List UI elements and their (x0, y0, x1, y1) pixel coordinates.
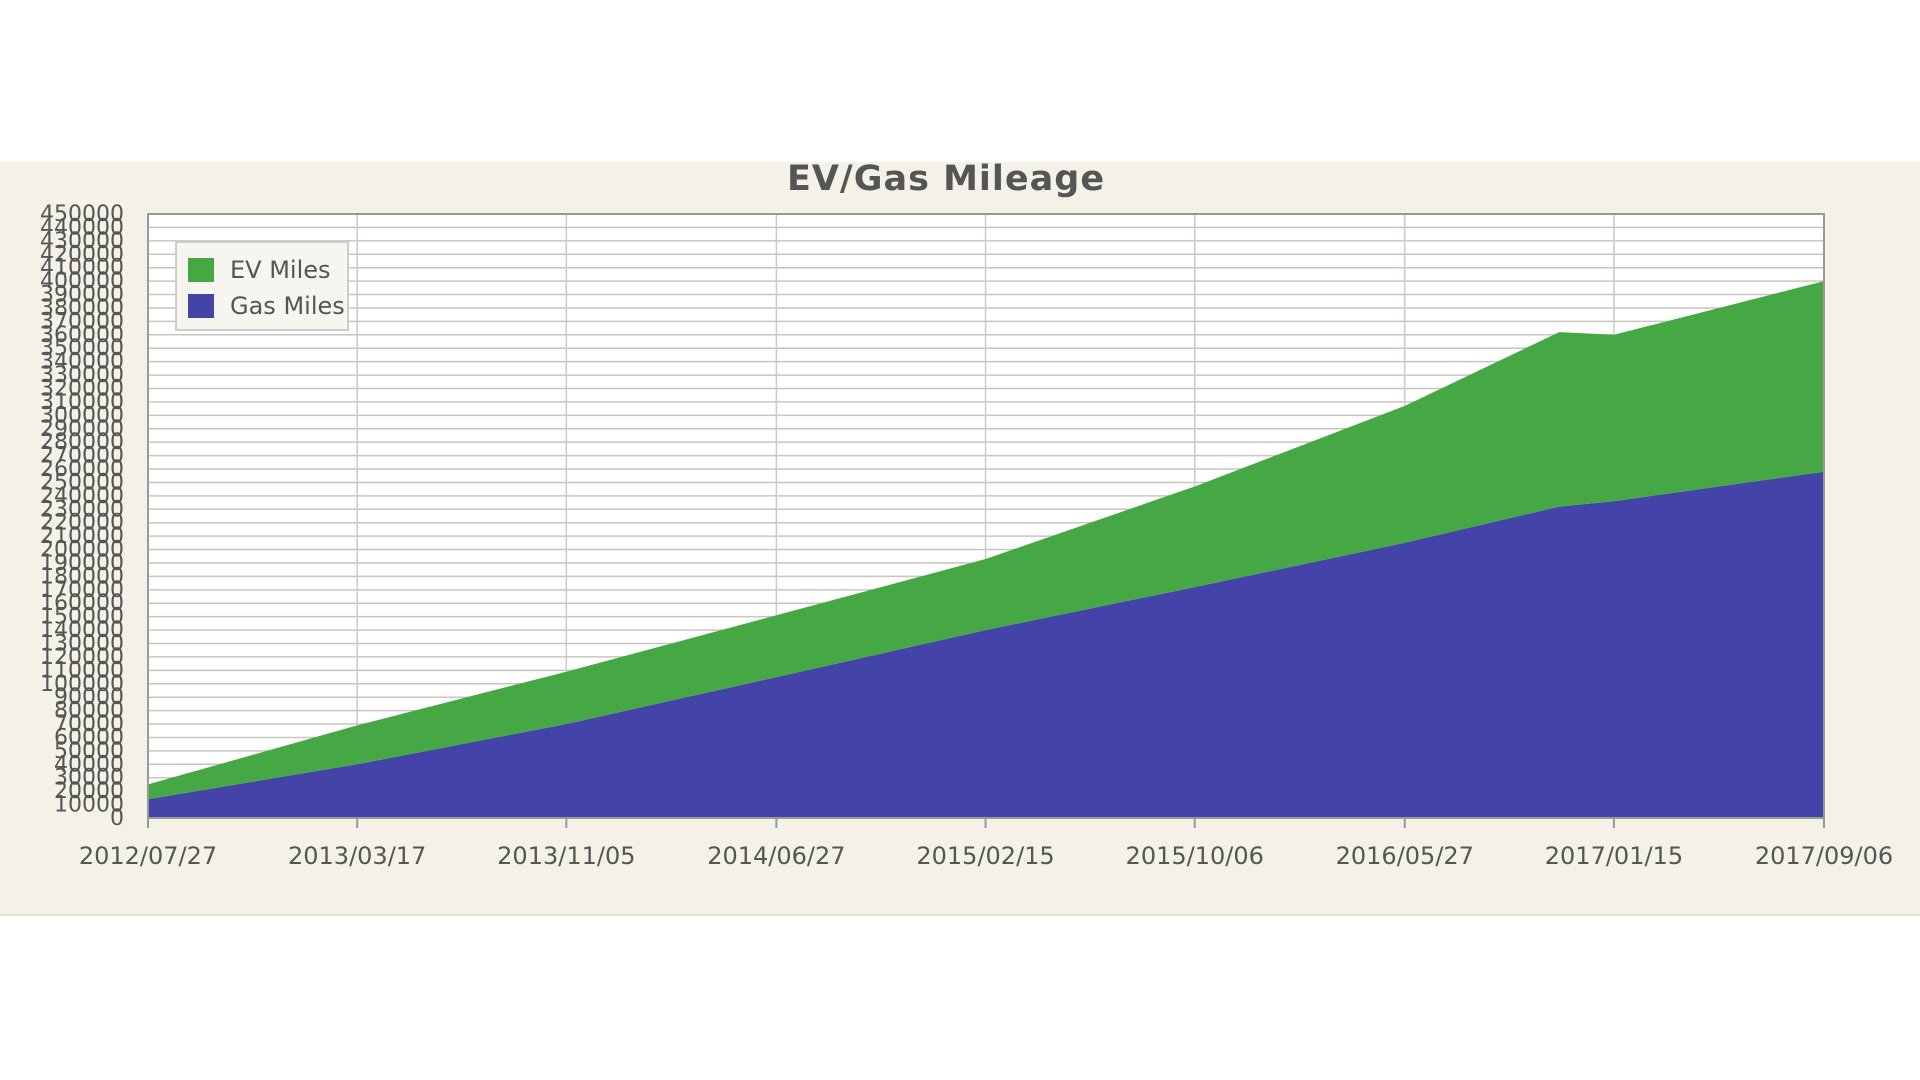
y-tick-label: 0 (110, 806, 124, 831)
y-tick-label: 20000 (54, 779, 124, 804)
y-tick-label: 400000 (40, 269, 124, 294)
y-tick-label: 130000 (40, 632, 124, 657)
y-tick-label: 340000 (40, 350, 124, 375)
legend-label-ev-miles: EV Miles (230, 256, 331, 284)
x-tick-label: 2013/11/05 (497, 842, 635, 870)
y-tick-label: 310000 (40, 390, 124, 415)
y-tick-label: 240000 (40, 484, 124, 509)
y-tick-label: 80000 (54, 699, 124, 724)
area-gas-miles (148, 471, 1824, 818)
y-tick-label: 440000 (40, 215, 124, 240)
y-tick-label: 260000 (40, 457, 124, 482)
y-tick-label: 290000 (40, 417, 124, 442)
x-tick-label: 2015/02/15 (916, 842, 1054, 870)
x-tick-label: 2017/09/06 (1755, 842, 1893, 870)
x-tick-label: 2012/07/27 (79, 842, 217, 870)
x-tick-label: 2013/03/17 (288, 842, 426, 870)
x-tick-label: 2015/10/06 (1126, 842, 1264, 870)
y-tick-label: 40000 (54, 752, 124, 777)
y-tick-label: 280000 (40, 430, 124, 455)
y-tick-label: 170000 (40, 578, 124, 603)
y-tick-label: 100000 (40, 672, 124, 697)
plot-border (147, 213, 1825, 819)
y-tick-label: 190000 (40, 551, 124, 576)
y-tick-label: 150000 (40, 605, 124, 630)
y-tick-label: 140000 (40, 618, 124, 643)
y-tick-label: 10000 (54, 793, 124, 818)
y-tick-label: 390000 (40, 283, 124, 308)
legend-label-gas-miles: Gas Miles (230, 292, 345, 320)
y-tick-label: 370000 (40, 309, 124, 334)
y-tick-label: 160000 (40, 591, 124, 616)
y-tick-label: 450000 (40, 202, 124, 227)
x-axis-tick-labels: 2012/07/27 2013/03/17 2013/11/05 2014/06/27… (79, 842, 1893, 870)
chart-title: EV/Gas Mileage (787, 162, 1105, 199)
y-tick-label: 60000 (54, 725, 124, 750)
y-tick-label: 330000 (40, 363, 124, 388)
y-tick-label: 250000 (40, 470, 124, 495)
legend: EV Miles Gas Miles (175, 241, 349, 331)
y-tick-label: 180000 (40, 564, 124, 589)
y-tick-label: 220000 (40, 511, 124, 536)
y-tick-label: 30000 (54, 766, 124, 791)
ev-gas-mileage-chart: EV/Gas Mileage 0100002000030000400005000… (40, 162, 1893, 870)
x-tick-label: 2014/06/27 (707, 842, 845, 870)
y-tick-label: 70000 (54, 712, 124, 737)
legend-swatch-ev-miles (188, 258, 214, 282)
y-tick-label: 90000 (54, 685, 124, 710)
x-tick-label: 2017/01/15 (1545, 842, 1683, 870)
legend-swatch-gas-miles (188, 294, 214, 318)
y-tick-label: 230000 (40, 497, 124, 522)
y-tick-label: 200000 (40, 538, 124, 563)
y-tick-label: 320000 (40, 376, 124, 401)
y-tick-label: 270000 (40, 444, 124, 469)
y-tick-label: 120000 (40, 645, 124, 670)
y-tick-label: 420000 (40, 242, 124, 267)
stacked-areas (148, 281, 1824, 818)
x-tick-label: 2016/05/27 (1336, 842, 1474, 870)
y-tick-label: 430000 (40, 229, 124, 254)
y-tick-label: 50000 (54, 739, 124, 764)
chart-panel: EV/Gas Mileage 0 10000 20000 30000 40000 5000… (0, 162, 1920, 916)
y-tick-label: 300000 (40, 403, 124, 428)
y-tick-label: 350000 (40, 336, 124, 361)
y-axis-tick-labels: 0100002000030000400005000060000700008000… (40, 202, 124, 831)
y-tick-label: 110000 (40, 658, 124, 683)
y-tick-label: 210000 (40, 524, 124, 549)
area-ev-miles (148, 281, 1824, 800)
y-tick-label: 410000 (40, 256, 124, 281)
y-tick-label: 380000 (40, 296, 124, 321)
y-tick-label: 360000 (40, 323, 124, 348)
